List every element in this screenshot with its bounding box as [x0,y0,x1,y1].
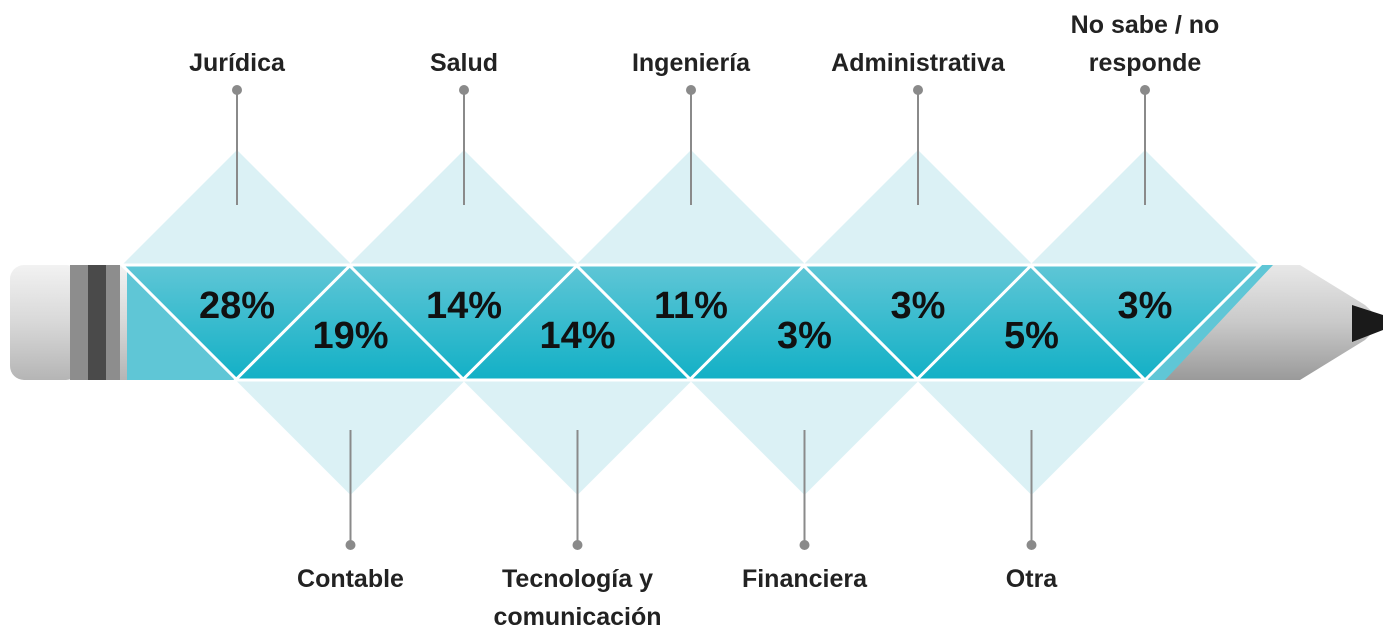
category-label: Salud [354,44,574,82]
category-label: Otra [932,560,1132,598]
leader-dot [1140,85,1150,95]
leader-dot [232,85,242,95]
value-label: 11% [654,285,728,327]
value-label: 3% [1118,285,1173,327]
chart: 28% 19% 14% 14% 11% 3% 3% 5% 3% [0,0,1383,631]
category-label: Jurídica [127,44,347,82]
category-label: Tecnología y comunicación [478,560,678,631]
leader-dot [1027,540,1037,550]
value-label: 3% [777,315,832,357]
leader-dot [686,85,696,95]
category-label: Financiera [705,560,905,598]
category-label: Contable [251,560,451,598]
category-label: No sabe / no responde [1035,6,1255,82]
category-label: Administrativa [808,44,1028,82]
leader-dot [573,540,583,550]
leader-dot [346,540,356,550]
category-label: Ingeniería [581,44,801,82]
value-label: 14% [539,315,615,357]
infographic: 28% 19% 14% 14% 11% 3% 3% 5% 3% Jurídica Contable… [0,0,1383,631]
leader-dot [459,85,469,95]
leader-dot [800,540,810,550]
leader-dot [913,85,923,95]
value-label: 14% [426,285,502,327]
value-label: 3% [891,285,946,327]
value-label: 5% [1004,315,1059,357]
value-label: 19% [312,315,388,357]
value-label: 28% [199,285,275,327]
